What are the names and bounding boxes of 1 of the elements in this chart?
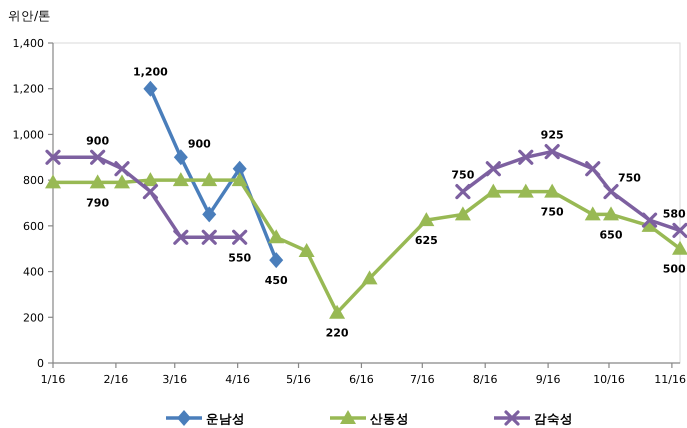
ylabel: 위안/톤 [8,8,52,23]
